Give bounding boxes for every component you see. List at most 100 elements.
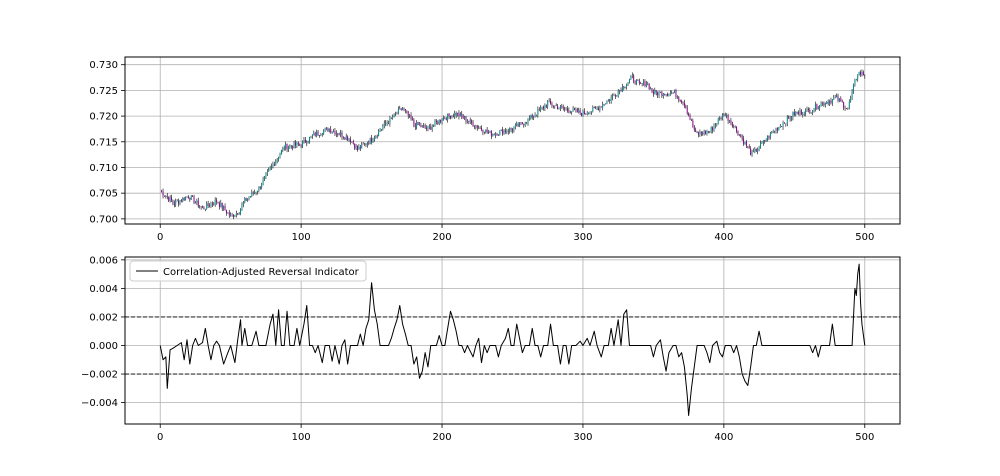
candle-body xyxy=(290,145,292,147)
candle-body xyxy=(760,142,761,148)
candle-body xyxy=(461,113,463,117)
candle-body xyxy=(776,128,778,131)
candle-body xyxy=(409,114,411,116)
candle-body xyxy=(641,83,643,84)
candle-body xyxy=(645,83,647,87)
candle-body xyxy=(348,139,350,141)
candle-body xyxy=(495,133,497,136)
candle-body xyxy=(342,137,344,138)
candle-body xyxy=(457,112,459,116)
candle-body xyxy=(512,129,513,131)
candle-body xyxy=(338,134,340,136)
candle-body xyxy=(792,111,794,118)
candle-body xyxy=(745,141,747,147)
candle-body xyxy=(448,113,450,117)
candle-body xyxy=(311,135,313,136)
price-chart-x-tick-label: 300 xyxy=(573,232,592,243)
candle-body xyxy=(442,117,444,121)
candle-body xyxy=(358,146,360,150)
candle-body xyxy=(761,142,763,144)
candle-body xyxy=(303,139,305,142)
candle-body xyxy=(173,202,175,205)
candle-body xyxy=(812,110,814,113)
candle-body xyxy=(210,203,212,207)
candle-body xyxy=(388,122,389,124)
candle-body xyxy=(299,144,301,145)
candle-body xyxy=(244,198,246,203)
candle-body xyxy=(848,101,850,109)
candle-body xyxy=(227,212,229,214)
candle-body xyxy=(596,108,598,109)
candle-body xyxy=(447,113,449,121)
candle-body xyxy=(297,142,299,145)
candle-body xyxy=(389,117,391,124)
candle-body xyxy=(586,113,588,115)
candle-body xyxy=(413,119,415,125)
candle-body xyxy=(789,117,791,119)
candle-body xyxy=(220,202,222,207)
candle-body xyxy=(802,114,804,115)
candle-body xyxy=(814,104,816,110)
candle-body xyxy=(607,99,609,102)
candle-body xyxy=(190,195,192,200)
price-chart-y-tick-label: 0.705 xyxy=(89,189,118,200)
candle-body xyxy=(265,173,267,177)
candle-body xyxy=(488,132,490,133)
candle-body xyxy=(788,116,790,118)
price-chart-frame xyxy=(124,56,901,225)
candle-body xyxy=(279,154,281,158)
candle-body xyxy=(366,143,368,145)
candle-body xyxy=(199,206,201,208)
candle-body xyxy=(561,105,563,107)
indicator-series-line xyxy=(159,263,866,416)
candle-body xyxy=(674,90,676,93)
candle-body xyxy=(675,90,677,97)
candle-body xyxy=(362,143,364,145)
candle-body xyxy=(657,92,659,96)
candle-body xyxy=(719,117,721,119)
candle-body xyxy=(720,117,722,119)
candle-body xyxy=(462,116,464,119)
candle-body xyxy=(769,132,771,139)
candle-body xyxy=(575,109,577,110)
candle-body xyxy=(643,81,645,84)
price-chart-grid xyxy=(125,57,900,224)
candle-body xyxy=(609,99,611,101)
candle-body xyxy=(292,146,294,149)
candle-body xyxy=(613,95,615,97)
candle-body xyxy=(396,113,398,115)
candle-body xyxy=(395,113,397,115)
candle-body xyxy=(569,112,571,114)
candle-body xyxy=(667,94,668,96)
candle-body xyxy=(217,201,219,204)
candle-body xyxy=(864,75,866,77)
price-chart-plot-area xyxy=(161,69,866,220)
candle-body xyxy=(233,214,234,217)
candle-body xyxy=(476,125,478,128)
candle-body xyxy=(840,98,842,101)
candle-body xyxy=(273,164,275,166)
candle-body xyxy=(486,129,488,133)
candle-body xyxy=(450,116,451,119)
candle-body xyxy=(843,101,845,108)
candle-body xyxy=(223,206,225,209)
candle-body xyxy=(242,202,244,205)
candle-body xyxy=(803,114,805,115)
candle-body xyxy=(782,122,784,127)
candle-body xyxy=(406,110,408,112)
candle-body xyxy=(807,108,809,111)
candle-body xyxy=(557,105,559,110)
candle-body xyxy=(234,215,236,217)
candle-body xyxy=(371,137,373,142)
candle-body xyxy=(458,112,460,117)
indicator-chart-x-tick-label: 0 xyxy=(157,432,163,443)
candle-body xyxy=(605,103,606,105)
candle-body xyxy=(376,135,378,137)
candle-body xyxy=(805,109,807,115)
candle-body xyxy=(638,80,640,84)
candle-body xyxy=(786,116,788,124)
candle-body xyxy=(834,97,836,99)
candle-body xyxy=(402,108,404,111)
candle-body xyxy=(399,108,401,110)
candle-body xyxy=(699,131,701,135)
